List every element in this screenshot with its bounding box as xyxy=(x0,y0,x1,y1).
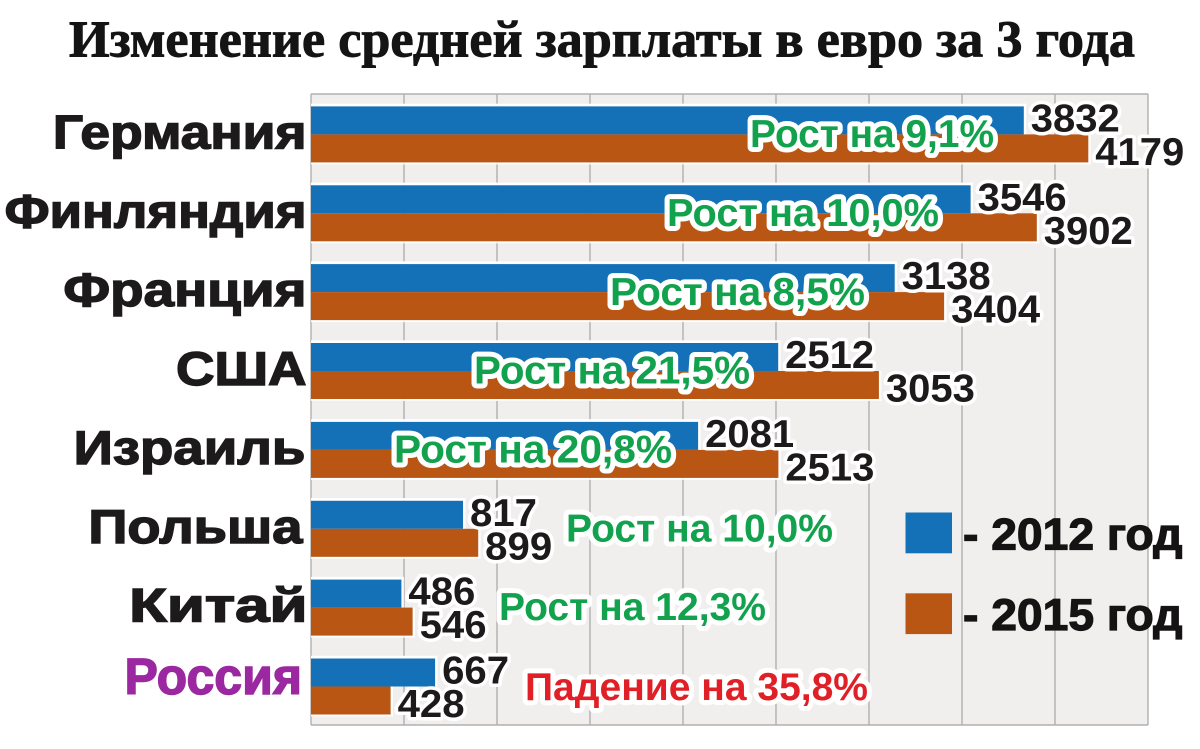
svg-text:Изменение средней зарплаты в е: Изменение средней зарплаты в евро за 3 г… xyxy=(69,12,1135,69)
svg-text:Франция: Франция xyxy=(63,263,306,316)
svg-text:3404: 3404 xyxy=(951,289,1040,332)
svg-text:4179: 4179 xyxy=(1095,131,1184,174)
svg-text:2513: 2513 xyxy=(785,446,874,489)
svg-text:Падение на 35,8%: Падение на 35,8% xyxy=(525,666,868,709)
svg-text:- 2015 год: - 2015 год xyxy=(963,591,1183,640)
svg-text:Рост на 10,0%: Рост на 10,0% xyxy=(566,507,833,550)
svg-text:Китай: Китай xyxy=(129,579,307,632)
svg-text:486: 486 xyxy=(408,571,475,614)
svg-text:3902: 3902 xyxy=(1044,210,1133,253)
svg-text:817: 817 xyxy=(470,492,537,535)
svg-text:Финляндия: Финляндия xyxy=(5,184,307,237)
svg-text:Рост на 21,5%: Рост на 21,5% xyxy=(474,350,750,393)
svg-text:- 2012 год: - 2012 год xyxy=(963,510,1183,559)
svg-text:2081: 2081 xyxy=(705,413,794,456)
svg-text:Германия: Германия xyxy=(53,105,307,158)
svg-text:2512: 2512 xyxy=(785,334,874,377)
svg-text:428: 428 xyxy=(398,683,465,726)
svg-text:3832: 3832 xyxy=(1031,97,1120,140)
svg-text:3053: 3053 xyxy=(886,368,975,411)
svg-text:Россия: Россия xyxy=(125,648,303,705)
svg-text:Рост на 20,8%: Рост на 20,8% xyxy=(394,429,672,472)
svg-text:Рост на 12,3%: Рост на 12,3% xyxy=(499,586,766,629)
svg-text:Рост на 8,5%: Рост на 8,5% xyxy=(610,271,865,314)
svg-text:667: 667 xyxy=(442,650,509,693)
svg-text:США: США xyxy=(176,342,307,395)
svg-text:Рост на 9,1%: Рост на 9,1% xyxy=(750,113,994,156)
svg-text:Рост на 10,0%: Рост на 10,0% xyxy=(667,192,939,235)
svg-text:546: 546 xyxy=(420,604,487,647)
svg-text:3138: 3138 xyxy=(902,255,991,298)
svg-text:3546: 3546 xyxy=(978,176,1067,219)
svg-text:899: 899 xyxy=(485,525,552,568)
svg-text:Израиль: Израиль xyxy=(74,421,306,474)
svg-text:Польша: Польша xyxy=(88,500,303,553)
